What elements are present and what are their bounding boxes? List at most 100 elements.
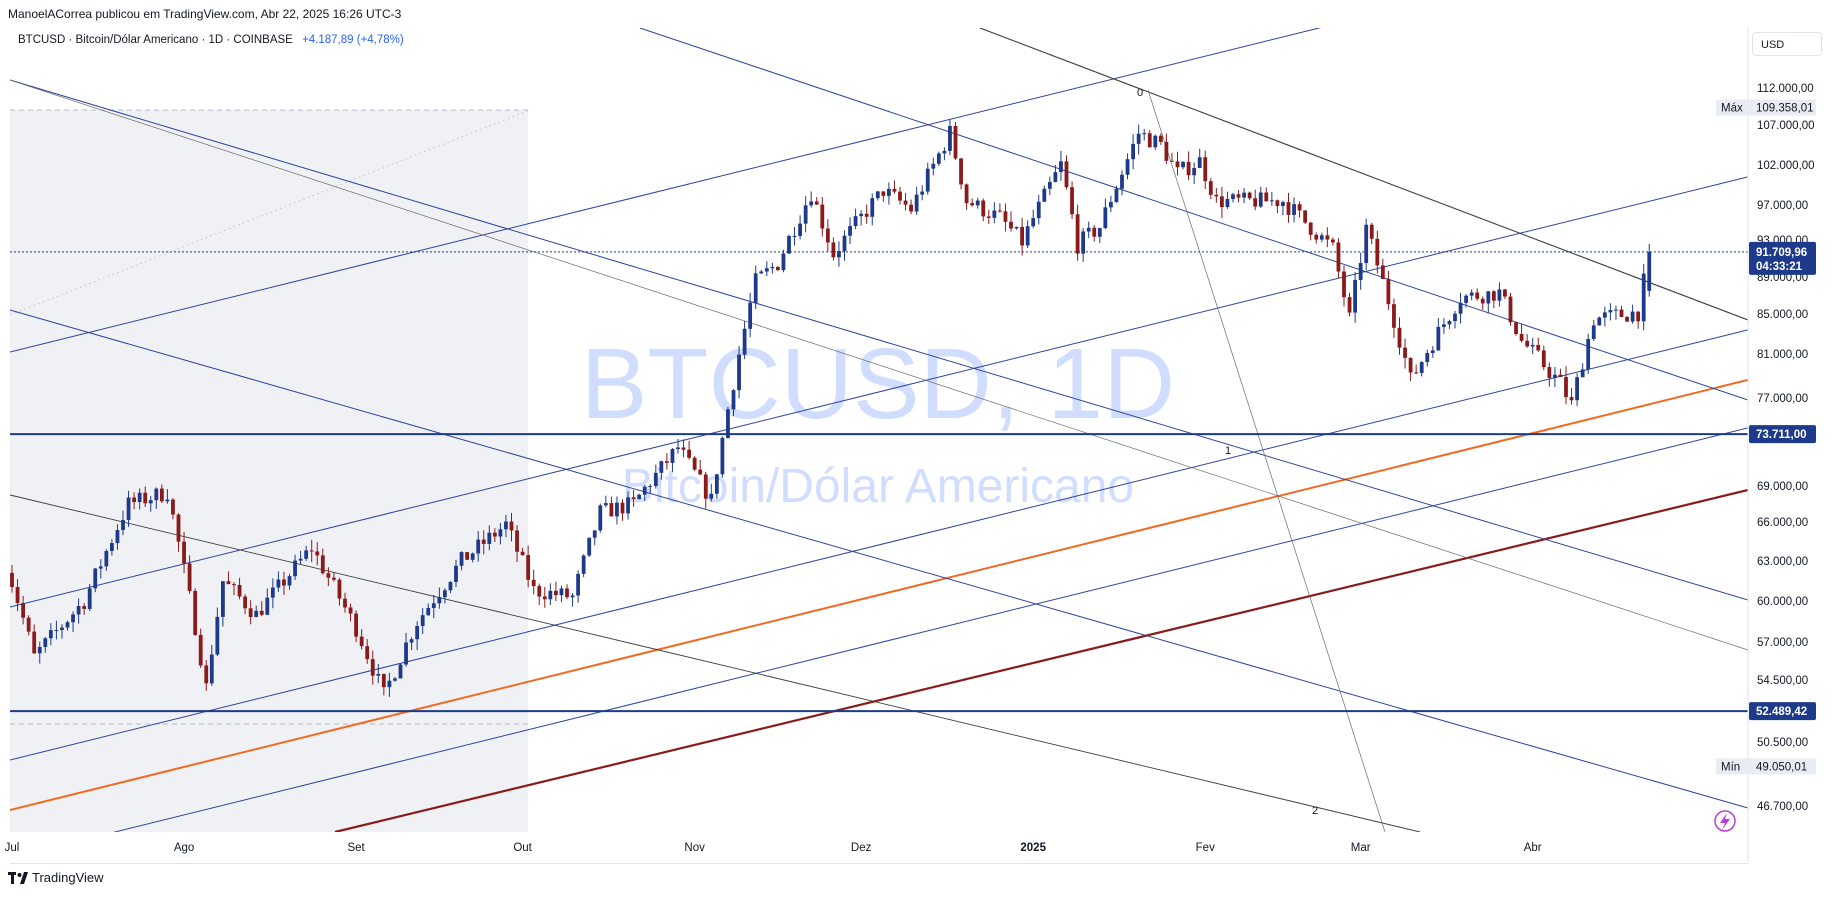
time-tick-1: Ago — [174, 842, 194, 854]
price-tag-value-3: 52.489,42 — [1756, 706, 1807, 718]
candle-62 — [348, 603, 353, 622]
price-tick-15: 50.500,00 — [1757, 737, 1808, 749]
candle-3 — [21, 595, 25, 625]
candle-127 — [709, 483, 714, 502]
candle-137 — [764, 261, 769, 277]
candle-29 — [165, 489, 170, 504]
candle-214 — [1192, 162, 1197, 185]
candle-94 — [526, 545, 531, 588]
candle-145 — [809, 191, 814, 208]
publish-header: ManoelACorrea publicou em TradingView.co… — [0, 0, 1835, 28]
channel-line-1 — [10, 176, 1748, 608]
candle-172 — [959, 157, 963, 190]
price-tick-16: 46.700,00 — [1757, 801, 1808, 813]
candle-141 — [787, 234, 791, 255]
candle-225 — [1253, 189, 1258, 211]
last-price-value: 91.709,96 — [1756, 247, 1807, 259]
candle-164 — [914, 186, 919, 215]
fib-fan-steep — [1147, 89, 1386, 832]
time-tick-0: Jul — [5, 842, 20, 854]
time-axis[interactable]: Jul Ago Set Out Nov Dez 2025 Fev Mar Abr — [5, 842, 1542, 854]
candle-124 — [692, 456, 697, 471]
candle-130 — [726, 406, 730, 439]
candle-168 — [936, 151, 941, 166]
candle-101 — [565, 584, 569, 600]
footer-brand: TradingView — [32, 870, 104, 885]
candle-112 — [626, 491, 630, 520]
candle-102 — [570, 593, 575, 607]
candle-230 — [1281, 200, 1285, 216]
price-tag-value-2: 73.711,00 — [1756, 429, 1807, 441]
legend-symbol[interactable]: BTCUSD — [18, 34, 66, 46]
candle-180 — [1003, 203, 1008, 232]
candle-117 — [653, 464, 658, 489]
candle-96 — [537, 583, 542, 605]
candle-129 — [720, 436, 725, 478]
candle-263 — [1464, 293, 1468, 308]
candle-190 — [1059, 150, 1063, 182]
candle-118 — [659, 460, 664, 480]
candle-235 — [1308, 222, 1313, 241]
price-tick-9: 69.000,00 — [1757, 481, 1808, 493]
candle-42 — [237, 577, 242, 600]
candle-266 — [1480, 296, 1485, 310]
candle-275 — [1530, 337, 1535, 355]
candle-200 — [1114, 185, 1119, 203]
candle-11 — [65, 620, 70, 631]
candle-187 — [1042, 185, 1047, 203]
candle-243 — [1353, 272, 1357, 323]
candle-110 — [615, 496, 619, 525]
candle-142 — [792, 227, 797, 246]
tradingview-footer[interactable]: TradingView — [8, 870, 104, 885]
candle-179 — [998, 203, 1002, 213]
bar-countdown: 04:33:21 — [1756, 261, 1803, 273]
candle-208 — [1158, 133, 1163, 145]
candle-205 — [1142, 128, 1147, 141]
candle-211 — [1175, 151, 1180, 176]
candle-63 — [354, 610, 358, 643]
candle-144 — [803, 196, 808, 233]
candle-159 — [887, 182, 891, 205]
watermark-subtitle: Bitcoin/Dólar Americano — [622, 460, 1134, 513]
candle-213 — [1186, 151, 1191, 181]
price-tag-3: 52.489,42 — [1749, 702, 1816, 721]
candle-111 — [620, 499, 625, 521]
candle-48 — [270, 578, 275, 609]
candle-257 — [1430, 346, 1435, 358]
candle-229 — [1275, 199, 1280, 214]
price-axis[interactable]: 112.000,00 107.000,00 102.000,00 97.000,00 9… — [1757, 83, 1815, 813]
candle-150 — [837, 241, 841, 267]
candle-66 — [370, 650, 375, 685]
candle-280 — [1558, 368, 1563, 378]
candle-52 — [293, 554, 297, 580]
candle-282 — [1569, 387, 1574, 405]
bolt-icon[interactable] — [1714, 810, 1736, 832]
candle-44 — [248, 600, 253, 625]
candle-87 — [487, 525, 492, 551]
candle-50 — [282, 571, 286, 595]
candle-17 — [98, 559, 103, 579]
candle-38 — [215, 607, 220, 656]
candle-238 — [1325, 227, 1330, 248]
price-tag-2: 73.711,00 — [1749, 425, 1816, 444]
candle-181 — [1009, 211, 1013, 232]
candle-93 — [520, 547, 525, 556]
candle-227 — [1264, 187, 1269, 202]
candle-175 — [975, 197, 980, 209]
candle-273 — [1519, 323, 1524, 343]
candle-12 — [71, 611, 75, 632]
candle-271 — [1508, 292, 1513, 326]
price-tag-label-4: Mín — [1721, 761, 1740, 773]
support-orange-line — [10, 378, 1748, 811]
candle-250 — [1392, 298, 1396, 338]
candle-61 — [343, 592, 347, 613]
currency-button[interactable]: USD — [1752, 32, 1822, 56]
candle-201 — [1120, 170, 1124, 196]
fib-label-0: 0 — [1137, 87, 1143, 99]
candle-104 — [581, 554, 586, 578]
candle-123 — [687, 440, 691, 460]
candle-251 — [1397, 317, 1402, 355]
candle-95 — [531, 569, 536, 595]
candle-240 — [1336, 238, 1341, 278]
